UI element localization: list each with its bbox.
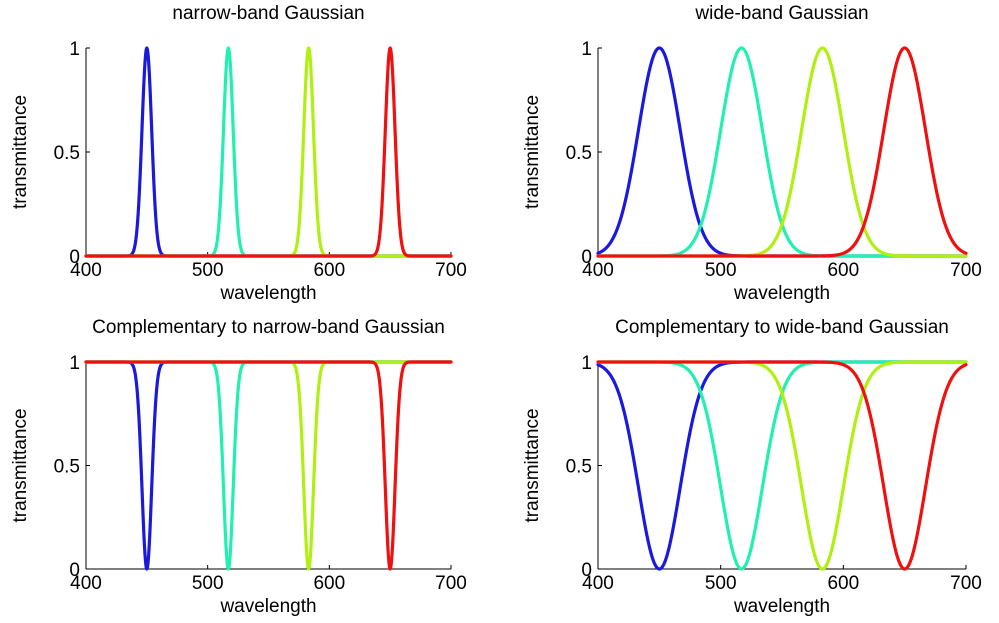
y-tick-label: 0.5 [566, 457, 592, 478]
series-line-3 [596, 360, 968, 571]
x-tick-label: 600 [313, 260, 345, 281]
y-axis-label: transmittance [10, 95, 31, 209]
series-line-4 [596, 360, 968, 571]
series-line-4 [596, 46, 968, 258]
y-tick-label: 0 [581, 560, 592, 581]
y-tick-label: 0.5 [54, 143, 80, 164]
y-axis-label: transmittance [10, 408, 31, 522]
chart-title: Complementary to narrow-band Gaussian [92, 317, 445, 338]
x-tick-label: 600 [827, 573, 859, 594]
x-axis-label: wavelength [733, 596, 830, 617]
y-tick-label: 1 [69, 353, 80, 374]
y-axis-label: transmittance [522, 408, 543, 522]
y-tick-label: 1 [581, 39, 592, 60]
x-tick-label: 500 [705, 573, 737, 594]
x-tick-label: 400 [582, 260, 614, 281]
y-axis-label: transmittance [522, 95, 543, 209]
series-line-3 [596, 46, 968, 258]
y-tick-label: 0 [581, 247, 592, 268]
series-line-4 [84, 46, 453, 258]
chart-panel-1: narrow-band Gaussian 400 500 600 700 0 0.5 1 wav… [10, 3, 467, 304]
x-tick-label: 700 [950, 573, 982, 594]
x-tick-label: 400 [582, 573, 614, 594]
x-tick-label: 600 [827, 260, 859, 281]
x-tick-label: 500 [705, 260, 737, 281]
y-tick-label: 0.5 [566, 143, 592, 164]
x-tick-label: 500 [192, 573, 224, 594]
x-axis-label: wavelength [219, 283, 316, 304]
x-axis-label: wavelength [219, 596, 316, 617]
chart-panel-2: wide-band Gaussian 400 500 600 700 0 0.5 1 wavel… [522, 3, 982, 304]
y-tick-label: 1 [581, 353, 592, 374]
y-tick-label: 1 [69, 39, 80, 60]
y-tick-label: 0 [69, 560, 80, 581]
y-tick-label: 0.5 [54, 457, 80, 478]
x-tick-label: 700 [435, 260, 467, 281]
x-axis-label: wavelength [733, 283, 830, 304]
chart-panel-4: Complementary to wide-band Gaussian 400 50… [522, 317, 982, 617]
chart-panel-3: Complementary to narrow-band Gaussian 400… [10, 317, 467, 617]
series-line-4 [84, 360, 453, 571]
chart-title: wide-band Gaussian [694, 3, 868, 24]
chart-title: narrow-band Gaussian [172, 3, 364, 24]
x-tick-label: 700 [435, 573, 467, 594]
x-tick-label: 500 [192, 260, 224, 281]
x-tick-label: 700 [950, 260, 982, 281]
x-tick-label: 400 [70, 573, 102, 594]
y-tick-label: 0 [69, 247, 80, 268]
x-tick-label: 400 [70, 260, 102, 281]
chart-title: Complementary to wide-band Gaussian [615, 317, 949, 338]
x-tick-label: 600 [313, 573, 345, 594]
